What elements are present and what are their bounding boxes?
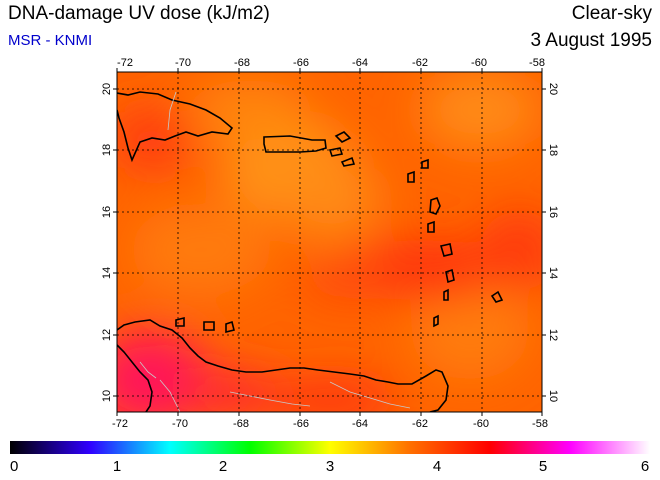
map-title: DNA-damage UV dose (kJ/m2) — [8, 3, 270, 24]
lat-tick-label: 10 — [101, 390, 113, 402]
lon-tick-label: -68 — [233, 418, 249, 430]
lat-tick-label: 12 — [547, 329, 559, 341]
lon-tick-label: -72 — [112, 418, 128, 430]
lon-labels-top: -72 -70 -68 -66 -64 -62 -60 -58 — [117, 57, 545, 69]
lon-tick-label: -60 — [473, 418, 489, 430]
uv-dose-field — [117, 72, 542, 412]
colorbar — [10, 441, 650, 454]
lon-tick-label: -58 — [529, 57, 545, 69]
lat-tick-label: 14 — [101, 267, 113, 279]
map-panel: -72 -70 -68 -66 -64 -62 -60 -58 -72 -70 … — [101, 57, 559, 430]
lon-tick-label: -66 — [293, 418, 309, 430]
lat-tick-label: 10 — [547, 390, 559, 402]
colorbar-label: 2 — [218, 458, 228, 475]
source-label: MSR - KNMI — [8, 32, 93, 49]
coastlines — [117, 91, 504, 412]
lon-labels-bottom: -72 -70 -68 -66 -64 -62 -60 -58 — [112, 418, 548, 430]
lat-tick-label: 18 — [547, 144, 559, 156]
lat-tick-label: 12 — [101, 329, 113, 341]
condition-label: Clear-sky — [571, 3, 652, 24]
colorbar-label: 1 — [112, 458, 122, 475]
lat-tick-label: 20 — [101, 83, 113, 95]
lon-tick-label: -66 — [293, 57, 309, 69]
lon-tick-label: -68 — [234, 57, 250, 69]
lon-tick-label: -70 — [175, 57, 191, 69]
colorbar-label: 6 — [640, 458, 650, 475]
lat-tick-label: 16 — [547, 206, 559, 218]
map-frame — [116, 71, 543, 413]
colorbar-label: 0 — [10, 458, 19, 475]
lon-tick-label: -60 — [471, 57, 487, 69]
country-borders — [139, 91, 411, 412]
lat-tick-label: 18 — [101, 144, 113, 156]
lat-labels-right: 10 12 14 16 18 20 — [547, 83, 559, 402]
lat-tick-label: 20 — [547, 83, 559, 95]
gridlines — [117, 72, 542, 412]
colorbar-label: 5 — [538, 458, 548, 475]
lat-tick-label: 14 — [547, 267, 559, 279]
colorbar-label: 3 — [325, 458, 335, 475]
lat-tick-label: 16 — [101, 206, 113, 218]
lon-tick-label: -64 — [352, 57, 368, 69]
lon-tick-label: -64 — [352, 418, 368, 430]
lon-tick-label: -62 — [412, 57, 428, 69]
frame-ticks — [113, 68, 546, 416]
lat-labels-left: 10 12 14 16 18 20 — [101, 83, 113, 402]
lon-tick-label: -72 — [117, 57, 133, 69]
lon-tick-label: -70 — [172, 418, 188, 430]
date-label: 3 August 1995 — [530, 30, 653, 51]
colorbar-label: 4 — [432, 458, 442, 475]
lon-tick-label: -62 — [412, 418, 428, 430]
lon-tick-label: -58 — [532, 418, 548, 430]
